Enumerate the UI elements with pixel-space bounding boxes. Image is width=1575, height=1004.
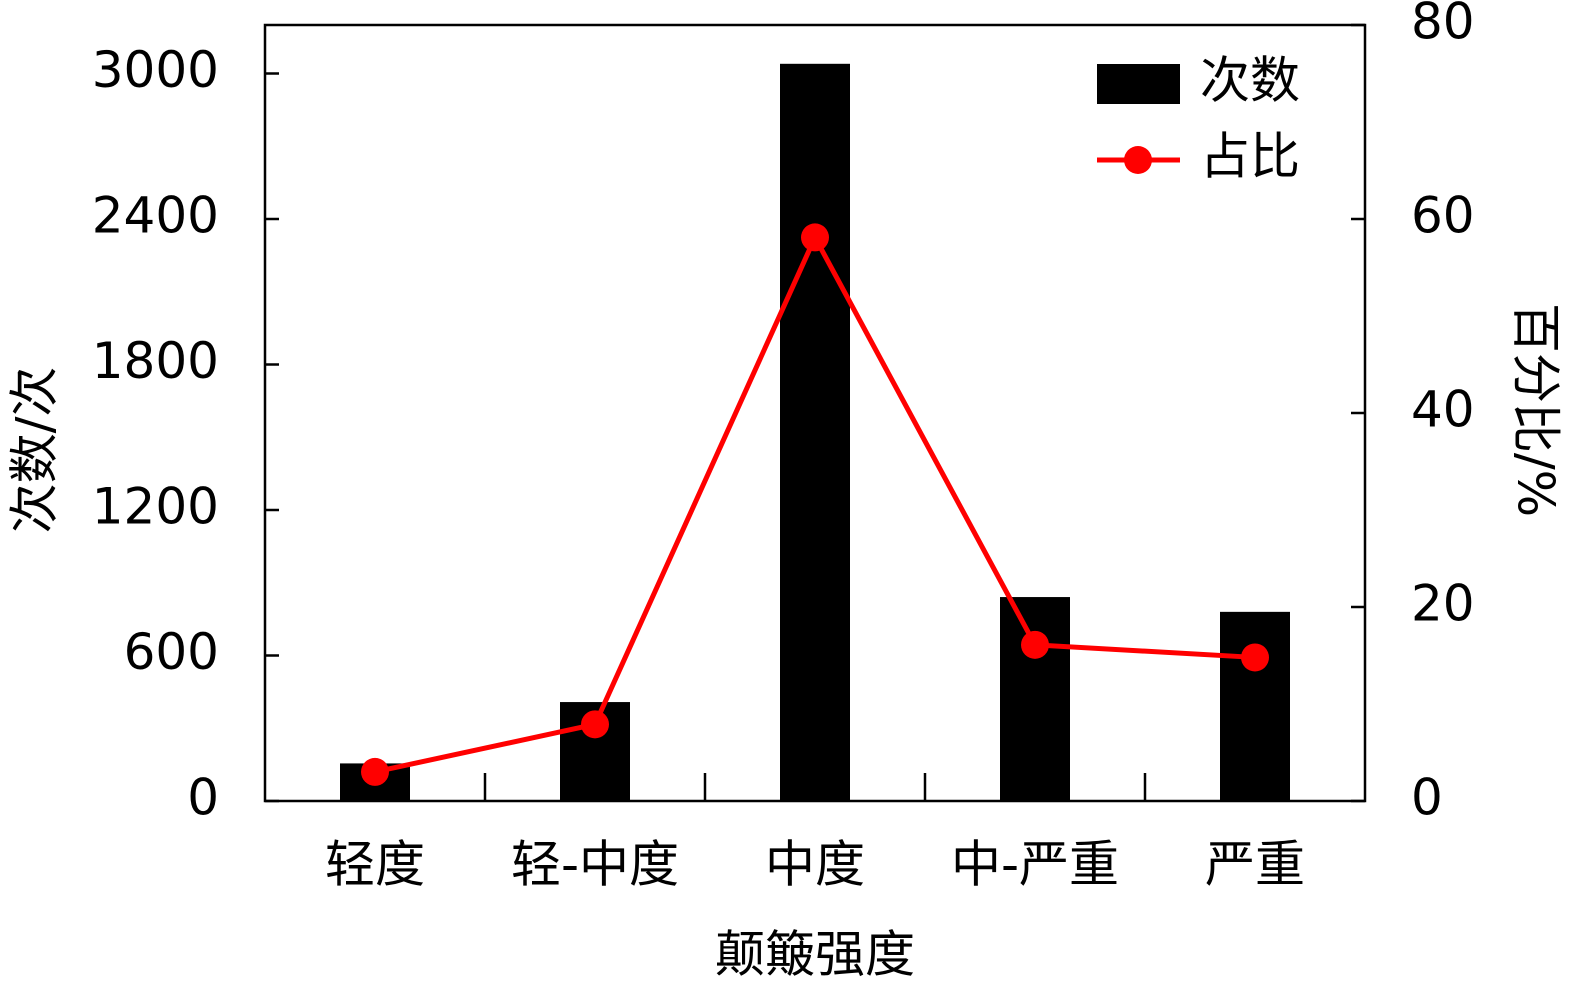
y-axis-label: 次数/次 (6, 367, 64, 534)
bar (1000, 597, 1070, 801)
point (581, 710, 609, 739)
x-tick-label: 轻度 (325, 836, 425, 894)
bar (1220, 611, 1290, 801)
point (801, 223, 829, 252)
point (1021, 630, 1049, 659)
y-tick-label: 600 (124, 623, 219, 681)
y2-tick-label: 60 (1411, 187, 1475, 245)
x-tick-label: 中度 (765, 836, 865, 894)
legend-swatch (1097, 64, 1180, 104)
y-tick-label: 3000 (92, 41, 219, 99)
y-tick-label: 2400 (92, 187, 219, 245)
y2-tick-label: 40 (1411, 381, 1475, 439)
bar (780, 63, 850, 802)
legend-marker (1124, 146, 1152, 174)
y2-tick-label: 20 (1411, 575, 1475, 633)
y-tick-label: 1800 (92, 332, 219, 390)
legend-label: 占比 (1200, 128, 1300, 186)
x-tick-label: 轻-中度 (511, 836, 679, 894)
y-tick-label: 0 (187, 769, 219, 827)
x-tick-label: 中-严重 (951, 836, 1119, 894)
y2-tick-label: 80 (1411, 0, 1475, 51)
legend-label: 次数 (1200, 52, 1300, 110)
y2-axis-label: 百分比/% (1507, 303, 1565, 517)
x-axis-label: 颠簸强度 (715, 926, 915, 984)
x-tick-label: 严重 (1205, 836, 1305, 894)
y2-tick-label: 0 (1411, 769, 1443, 827)
point (361, 757, 389, 786)
y-tick-label: 1200 (92, 478, 219, 536)
point (1241, 643, 1269, 672)
